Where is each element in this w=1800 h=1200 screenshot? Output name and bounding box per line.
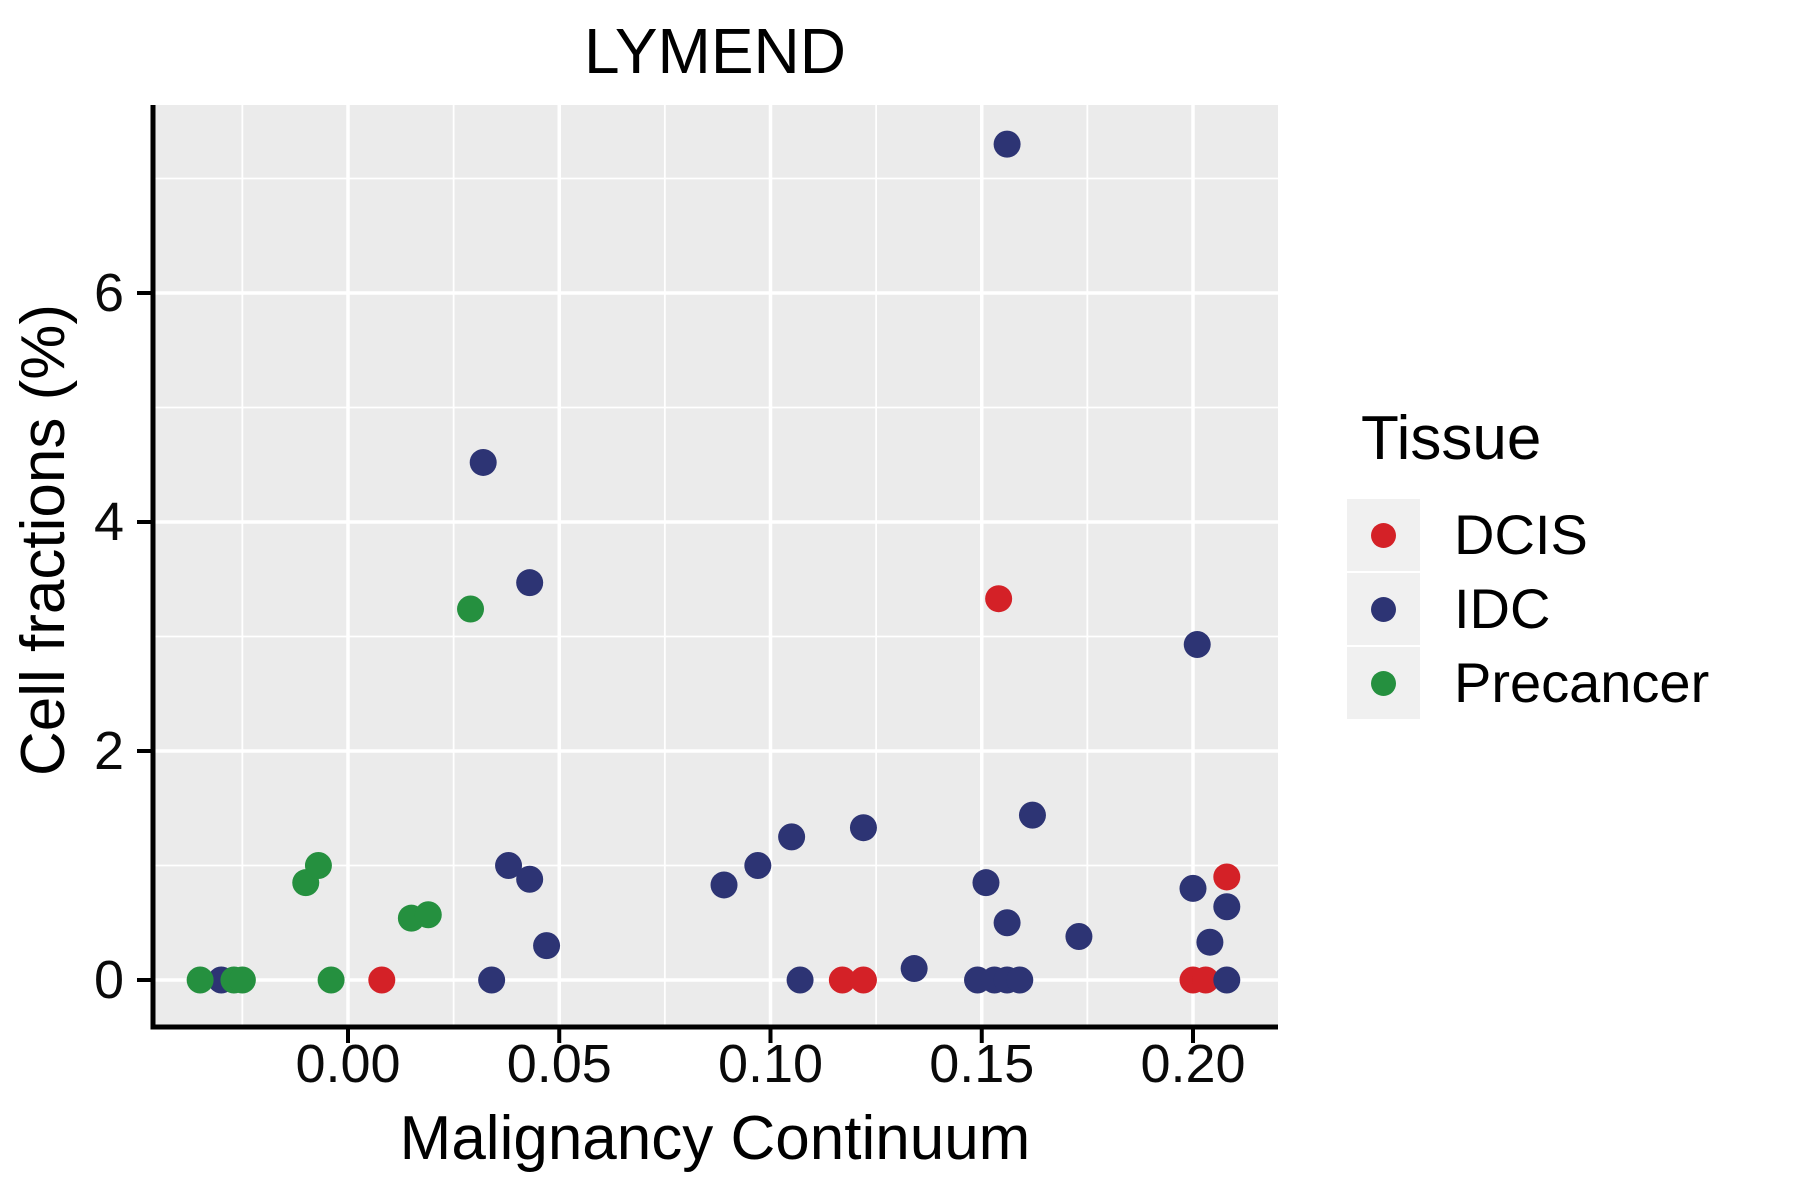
data-point-idc — [972, 869, 1000, 897]
legend-label-precancer: Precancer — [1454, 651, 1710, 714]
data-point-idc — [469, 448, 497, 476]
data-point-idc — [1018, 801, 1046, 829]
data-point-idc — [1183, 631, 1211, 659]
data-point-idc — [1213, 893, 1241, 921]
legend-item-idc: IDC — [1347, 573, 1709, 645]
data-point-idc — [1065, 922, 1093, 950]
data-point-idc — [1179, 874, 1207, 902]
data-point-precancer — [414, 901, 442, 929]
data-point-precancer — [457, 595, 485, 623]
data-point-precancer — [317, 966, 345, 994]
data-point-precancer — [304, 852, 332, 879]
legend-item-precancer: Precancer — [1347, 647, 1709, 719]
legend-key-precancer — [1347, 647, 1420, 719]
dcis-dot-icon — [1371, 522, 1396, 548]
x-tick-label-4: 0.20 — [1140, 1034, 1246, 1094]
data-point-idc — [516, 569, 544, 597]
x-axis-title: Malignancy Continuum — [399, 1104, 1031, 1173]
data-point-dcis — [828, 966, 856, 994]
data-point-idc — [993, 130, 1021, 158]
legend-label-idc: IDC — [1454, 577, 1551, 640]
data-point-idc — [1006, 966, 1034, 994]
data-point-idc — [849, 814, 877, 842]
legend-label-dcis: DCIS — [1454, 503, 1588, 566]
data-point-precancer — [186, 966, 214, 994]
data-point-idc — [710, 871, 738, 899]
idc-dot-icon — [1371, 596, 1396, 622]
legend-item-dcis: DCIS — [1347, 499, 1709, 571]
y-tick-label-0: 0 — [93, 950, 124, 1010]
chart-title: LYMEND — [584, 15, 846, 87]
data-point-idc — [744, 852, 772, 879]
data-point-idc — [993, 909, 1021, 937]
data-point-idc — [495, 852, 523, 879]
y-tick-label-4: 4 — [93, 492, 124, 552]
data-point-precancer — [228, 966, 256, 994]
legend: Tissue DCIS IDC Precancer — [1347, 403, 1709, 721]
x-tick-label-1: 0.05 — [506, 1034, 612, 1094]
data-point-idc — [778, 823, 806, 851]
legend-title: Tissue — [1361, 404, 1542, 473]
data-point-idc — [1213, 966, 1241, 994]
x-tick-label-0: 0.00 — [295, 1034, 401, 1094]
y-tick-label-6: 6 — [93, 263, 124, 323]
x-tick-label-2: 0.10 — [717, 1034, 824, 1094]
data-point-idc — [786, 966, 814, 994]
data-point-idc — [900, 955, 928, 983]
y-tick-label-2: 2 — [93, 721, 124, 781]
data-point-dcis — [1213, 863, 1241, 891]
legend-key-idc — [1347, 573, 1420, 645]
data-point-dcis — [849, 966, 877, 994]
data-point-dcis — [1192, 966, 1220, 994]
data-point-idc — [533, 932, 561, 960]
data-point-dcis — [368, 966, 396, 994]
data-point-idc — [478, 966, 506, 994]
data-point-dcis — [985, 585, 1013, 613]
data-point-idc — [516, 865, 544, 893]
x-tick-label-3: 0.15 — [929, 1034, 1035, 1094]
data-point-idc — [1196, 928, 1224, 956]
legend-key-dcis — [1347, 499, 1420, 571]
precancer-dot-icon — [1371, 670, 1396, 696]
